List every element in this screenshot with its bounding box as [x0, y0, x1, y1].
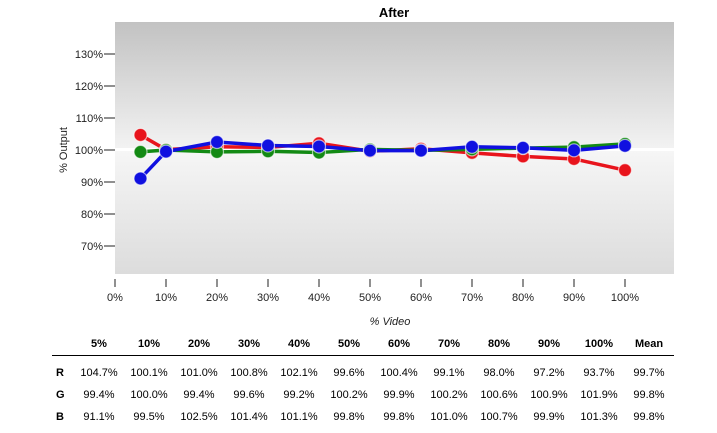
y-tick-label: 70% — [81, 241, 103, 253]
table-cell: 99.8% — [383, 411, 415, 423]
table-cell: 101.4% — [230, 411, 268, 423]
table-cell: 100.8% — [230, 367, 268, 379]
x-tick-label: 10% — [155, 292, 177, 304]
data-point-R — [133, 127, 148, 143]
table-row-label: B — [56, 411, 64, 423]
table-cell: 100.6% — [480, 389, 518, 401]
table-cell: 98.0% — [483, 367, 515, 379]
data-point-B — [515, 140, 531, 155]
table-cell: 100.2% — [430, 389, 468, 401]
table-cell: 97.2% — [533, 367, 565, 379]
chart: After % Output % Video 130% 120% 110% 100% 9… — [58, 5, 674, 328]
data-point-R — [617, 163, 633, 178]
table-cell: 101.1% — [280, 411, 318, 423]
y-axis-label: % Output — [58, 127, 70, 173]
x-tick-label: 90% — [563, 292, 585, 304]
data-point-B — [311, 139, 327, 154]
data-point-B — [464, 139, 480, 154]
table-cell: 100.9% — [530, 389, 568, 401]
x-tick-label: 70% — [461, 292, 483, 304]
table-row: B 91.1% 99.5% 102.5% 101.4% 101.1% 99.8% 99.8% 1… — [52, 406, 674, 428]
table-cell: 99.9% — [383, 389, 415, 401]
table-cell: 99.8% — [633, 411, 665, 423]
data-point-B — [413, 143, 429, 158]
table-cell: 99.5% — [133, 411, 165, 423]
table-cell: 100.2% — [330, 389, 368, 401]
table-cell: 93.7% — [583, 367, 615, 379]
table-header-cell: 50% — [324, 334, 374, 356]
chart-title: After — [379, 5, 409, 20]
x-tick-label: 20% — [206, 292, 228, 304]
table-cell: 99.4% — [183, 389, 215, 401]
table-header-row: 5% 10% 20% 30% 40% 50% 60% 70% 80% 90% 100% Mean — [52, 334, 674, 356]
table-cell: 99.6% — [233, 389, 265, 401]
x-tick-label: 100% — [611, 292, 639, 304]
table-cell: 91.1% — [83, 411, 115, 423]
x-tick-label: 80% — [512, 292, 534, 304]
table-header-cell: 80% — [474, 334, 524, 356]
table-header-cell — [52, 334, 74, 356]
table-cell: 99.4% — [83, 389, 115, 401]
table-header-cell: 20% — [174, 334, 224, 356]
x-axis: 0% 10% 20% 30% 40% 50% 60% 70% 80% 90% 100% — [107, 279, 639, 304]
table-cell: 99.1% — [433, 367, 465, 379]
table-cell: 102.1% — [280, 367, 318, 379]
table-cell: 99.2% — [283, 389, 315, 401]
table-header-cell: 40% — [274, 334, 324, 356]
y-tick-label: 120% — [75, 81, 103, 93]
table-cell: 100.1% — [130, 367, 168, 379]
x-tick-label: 50% — [359, 292, 381, 304]
data-table: 5% 10% 20% 30% 40% 50% 60% 70% 80% 90% 100% Mean R 1… — [52, 334, 674, 428]
data-point-B — [362, 143, 378, 158]
data-point-B — [209, 134, 225, 150]
data-point-G — [133, 144, 148, 160]
table-cell: 99.8% — [633, 389, 665, 401]
table-row: G 99.4% 100.0% 99.4% 99.6% 99.2% 100.2% 99.9% 10… — [52, 384, 674, 406]
table-cell: 99.8% — [333, 411, 365, 423]
table-cell: 99.6% — [333, 367, 365, 379]
y-tick-label: 130% — [75, 49, 103, 61]
table-cell: 101.9% — [580, 389, 618, 401]
data-point-B — [260, 138, 276, 153]
table-header-cell: 10% — [124, 334, 174, 356]
table-header-cell: Mean — [624, 334, 674, 356]
y-tick-label: 90% — [81, 177, 103, 189]
table-header-cell: 30% — [224, 334, 274, 356]
table-header-cell: 5% — [74, 334, 124, 356]
y-tick-label: 80% — [81, 209, 103, 221]
plot-background-upper — [115, 22, 674, 150]
table-cell: 100.0% — [130, 389, 168, 401]
x-tick-label: 60% — [410, 292, 432, 304]
data-point-B — [133, 171, 148, 186]
y-tick-label: 110% — [76, 113, 104, 125]
y-axis: 130% 120% 110% 100% 90% 80% 70% — [75, 49, 115, 253]
table-row: R 104.7% 100.1% 101.0% 100.8% 102.1% 99.6% 100.… — [52, 356, 674, 385]
table-cell: 99.9% — [533, 411, 565, 423]
table-header-cell: 90% — [524, 334, 574, 356]
data-point-B — [566, 143, 582, 158]
plot-background-lower — [115, 150, 674, 274]
table-cell: 101.0% — [180, 367, 218, 379]
data-point-B — [617, 138, 633, 153]
table-cell: 104.7% — [80, 367, 118, 379]
table-cell: 100.7% — [480, 411, 518, 423]
table-cell: 101.3% — [580, 411, 618, 423]
table-cell: 100.4% — [380, 367, 418, 379]
x-tick-label: 30% — [257, 292, 279, 304]
table-cell: 102.5% — [180, 411, 218, 423]
table-cell: 101.0% — [430, 411, 468, 423]
x-axis-label: % Video — [370, 316, 411, 328]
table-header-cell: 60% — [374, 334, 424, 356]
table-row-label: R — [56, 367, 64, 379]
data-point-B — [158, 144, 174, 159]
table-header-cell: 100% — [574, 334, 624, 356]
table-cell: 99.7% — [633, 367, 665, 379]
x-tick-label: 0% — [107, 292, 123, 304]
table-header-cell: 70% — [424, 334, 474, 356]
x-tick-label: 40% — [308, 292, 330, 304]
y-tick-label: 100% — [75, 145, 103, 157]
series-layer — [133, 127, 633, 186]
table-row-label: G — [56, 389, 65, 401]
